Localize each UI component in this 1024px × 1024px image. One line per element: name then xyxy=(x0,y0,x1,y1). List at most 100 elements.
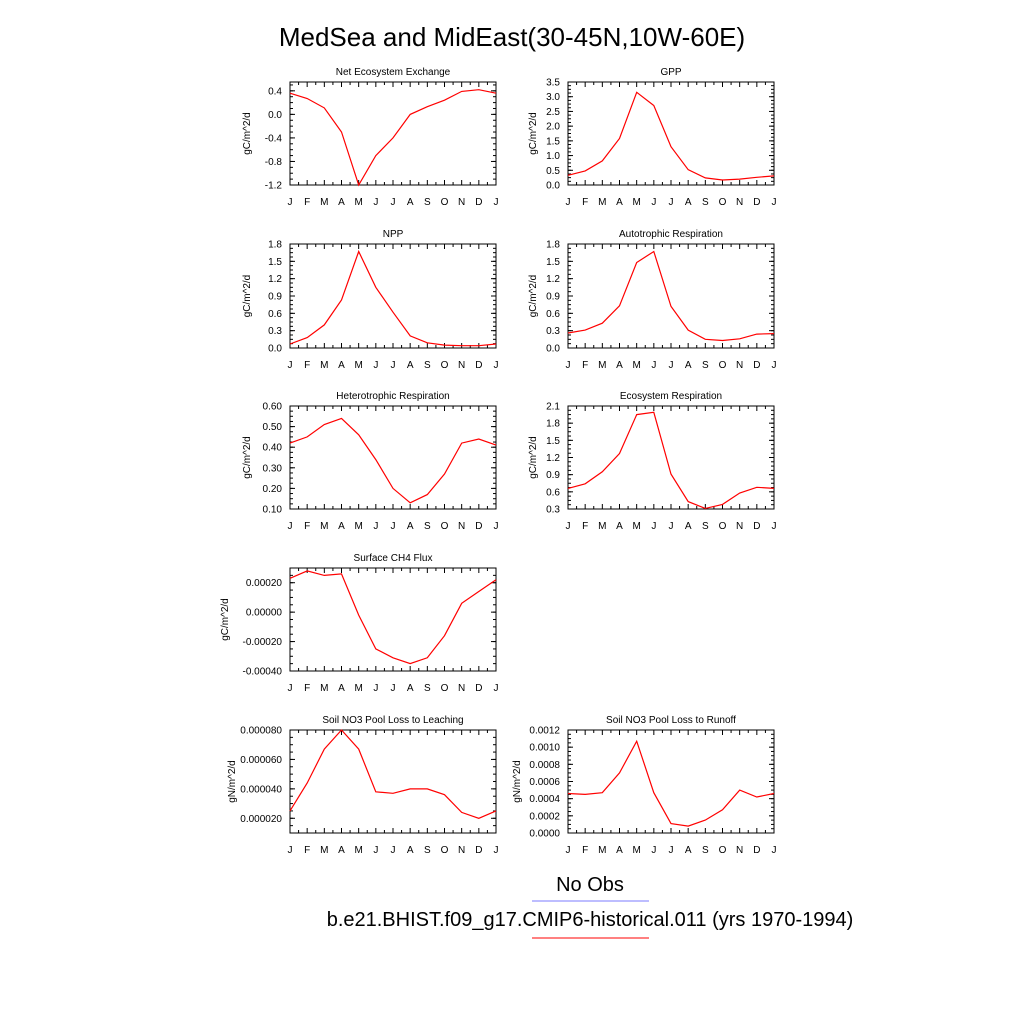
y-tick-label: 1.5 xyxy=(546,257,560,268)
x-tick-label: F xyxy=(582,521,588,532)
y-tick-label: 0.0012 xyxy=(529,726,560,737)
x-tick-label: M xyxy=(320,197,328,208)
legend-label-obs: No Obs xyxy=(556,874,624,896)
x-tick-label: M xyxy=(354,845,362,856)
x-tick-label: A xyxy=(338,197,345,208)
plot-frame xyxy=(289,405,497,510)
x-tick-label: J xyxy=(288,197,293,208)
x-tick-label: D xyxy=(753,197,760,208)
x-tick-label: M xyxy=(320,521,328,532)
panel-title: Surface CH4 Flux xyxy=(354,553,433,564)
x-tick-label: D xyxy=(475,360,482,371)
x-tick-label: J xyxy=(651,521,656,532)
y-tick-label: 0.10 xyxy=(263,505,283,516)
x-tick-label: S xyxy=(702,197,709,208)
y-axis-label: gC/m^2/d xyxy=(242,436,253,479)
legend: No Obs b.e21.BHIST.f09_g17.CMIP6-histori… xyxy=(327,874,854,939)
x-tick-label: J xyxy=(494,845,499,856)
x-tick-label: A xyxy=(338,521,345,532)
x-tick-label: A xyxy=(407,845,414,856)
x-tick-label: S xyxy=(424,845,431,856)
y-axis-label: gC/m^2/d xyxy=(528,112,539,155)
y-tick-label: 0.000020 xyxy=(240,814,282,825)
panel-title: Soil NO3 Pool Loss to Runoff xyxy=(606,715,736,726)
x-tick-label: D xyxy=(475,521,482,532)
x-tick-label: D xyxy=(475,845,482,856)
x-tick-label: S xyxy=(424,197,431,208)
y-tick-label: 0.3 xyxy=(546,505,560,516)
x-tick-label: F xyxy=(582,360,588,371)
x-tick-label: M xyxy=(354,360,362,371)
x-tick-label: O xyxy=(719,360,727,371)
x-tick-label: J xyxy=(494,360,499,371)
y-tick-label: 3.0 xyxy=(546,92,560,103)
x-tick-label: M xyxy=(320,845,328,856)
x-tick-label: J xyxy=(391,845,396,856)
x-tick-label: A xyxy=(685,360,692,371)
x-tick-label: O xyxy=(719,845,727,856)
x-tick-label: D xyxy=(475,683,482,694)
x-tick-label: N xyxy=(736,360,743,371)
x-tick-label: J xyxy=(651,197,656,208)
legend-label-model: b.e21.BHIST.f09_g17.CMIP6-historical.011… xyxy=(327,909,854,931)
x-tick-label: J xyxy=(288,521,293,532)
x-tick-label: N xyxy=(458,360,465,371)
x-tick-label: F xyxy=(304,683,310,694)
x-tick-label: M xyxy=(632,845,640,856)
x-tick-label: J xyxy=(566,197,571,208)
x-tick-label: A xyxy=(338,360,345,371)
y-tick-label: 0.5 xyxy=(546,166,560,177)
plot-frame xyxy=(289,81,497,186)
y-tick-label: 0.0 xyxy=(268,110,282,121)
x-tick-label: D xyxy=(753,360,760,371)
x-tick-label: J xyxy=(288,845,293,856)
y-tick-label: 0.000080 xyxy=(240,726,282,737)
y-tick-label: 0.60 xyxy=(263,402,283,413)
x-tick-label: A xyxy=(407,683,414,694)
y-tick-label: 0.0008 xyxy=(529,760,560,771)
x-tick-label: M xyxy=(598,521,606,532)
panel-title: GPP xyxy=(660,67,681,78)
x-tick-label: N xyxy=(458,521,465,532)
x-tick-label: A xyxy=(407,197,414,208)
x-tick-label: A xyxy=(616,197,623,208)
y-tick-label: -0.00020 xyxy=(243,637,283,648)
x-tick-label: J xyxy=(288,360,293,371)
y-tick-label: -0.00040 xyxy=(243,667,283,678)
x-tick-label: J xyxy=(373,845,378,856)
y-tick-label: 1.2 xyxy=(546,274,560,285)
y-tick-label: -1.2 xyxy=(265,181,283,192)
y-tick-label: 0.50 xyxy=(263,422,283,433)
y-tick-label: 0.0 xyxy=(546,181,560,192)
y-tick-label: 0.4 xyxy=(268,86,282,97)
y-tick-label: 1.5 xyxy=(546,136,560,147)
series-line xyxy=(289,89,497,187)
x-tick-label: A xyxy=(685,845,692,856)
x-tick-label: A xyxy=(616,521,623,532)
x-tick-label: J xyxy=(391,197,396,208)
x-tick-label: A xyxy=(616,360,623,371)
y-axis-label: gN/m^2/d xyxy=(512,760,523,803)
x-tick-label: A xyxy=(338,683,345,694)
x-tick-label: M xyxy=(320,360,328,371)
x-tick-label: A xyxy=(338,845,345,856)
x-tick-label: F xyxy=(304,197,310,208)
y-tick-label: 0.0004 xyxy=(529,794,560,805)
x-tick-label: S xyxy=(424,683,431,694)
x-tick-label: J xyxy=(494,197,499,208)
plot-frame xyxy=(289,567,497,672)
y-tick-label: 1.8 xyxy=(546,419,560,430)
panel-title: Net Ecosystem Exchange xyxy=(336,67,451,78)
y-tick-label: 0.3 xyxy=(268,326,282,337)
y-tick-label: 1.5 xyxy=(268,257,282,268)
x-tick-label: J xyxy=(373,360,378,371)
y-tick-label: 0.3 xyxy=(546,326,560,337)
x-tick-label: D xyxy=(753,521,760,532)
x-tick-label: J xyxy=(373,197,378,208)
